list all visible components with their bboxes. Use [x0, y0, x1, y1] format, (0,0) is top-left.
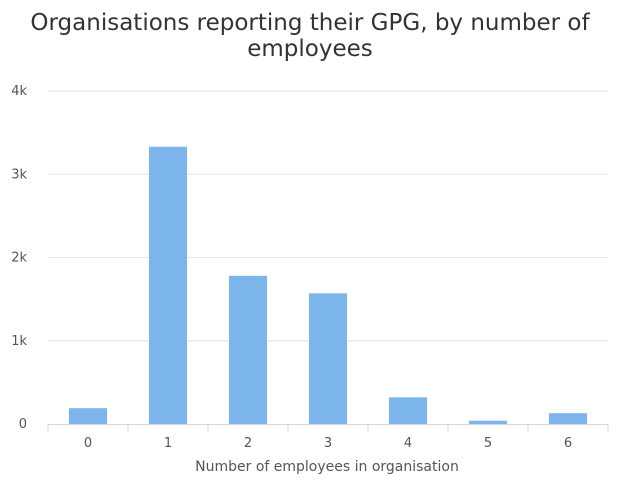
y-axis-ticks: 0 1k 2k 3k 4k: [11, 84, 27, 432]
y-tick-label: 0: [19, 417, 27, 432]
y-tick-label: 3k: [11, 167, 27, 182]
x-axis-label: Number of employees in organisation: [195, 459, 459, 475]
x-tick-label: 4: [404, 436, 412, 451]
chart-title-line-1: Organisations reporting their GPG, by nu…: [30, 10, 590, 36]
bar-3[interactable]: [309, 293, 347, 424]
x-tick-label: 5: [484, 436, 492, 451]
y-tick-label: 1k: [11, 334, 27, 349]
bar-0[interactable]: [69, 408, 107, 424]
bar-6[interactable]: [549, 413, 587, 424]
bar-1[interactable]: [149, 146, 187, 424]
bar-5[interactable]: [469, 420, 507, 424]
x-tick-label: 0: [84, 436, 92, 451]
bar-4[interactable]: [389, 397, 427, 424]
x-axis-ticks: 0 1 2 3 4 5 6: [47, 424, 609, 451]
x-tick-label: 2: [244, 436, 252, 451]
chart-title-line-2: employees: [247, 36, 373, 62]
x-tick-label: 1: [164, 436, 172, 451]
bar-2[interactable]: [229, 275, 267, 424]
x-tick-label: 6: [564, 436, 572, 451]
x-tick-label: 3: [324, 436, 332, 451]
y-tick-label: 4k: [11, 84, 27, 99]
y-tick-label: 2k: [11, 251, 27, 266]
bars: [69, 146, 587, 424]
